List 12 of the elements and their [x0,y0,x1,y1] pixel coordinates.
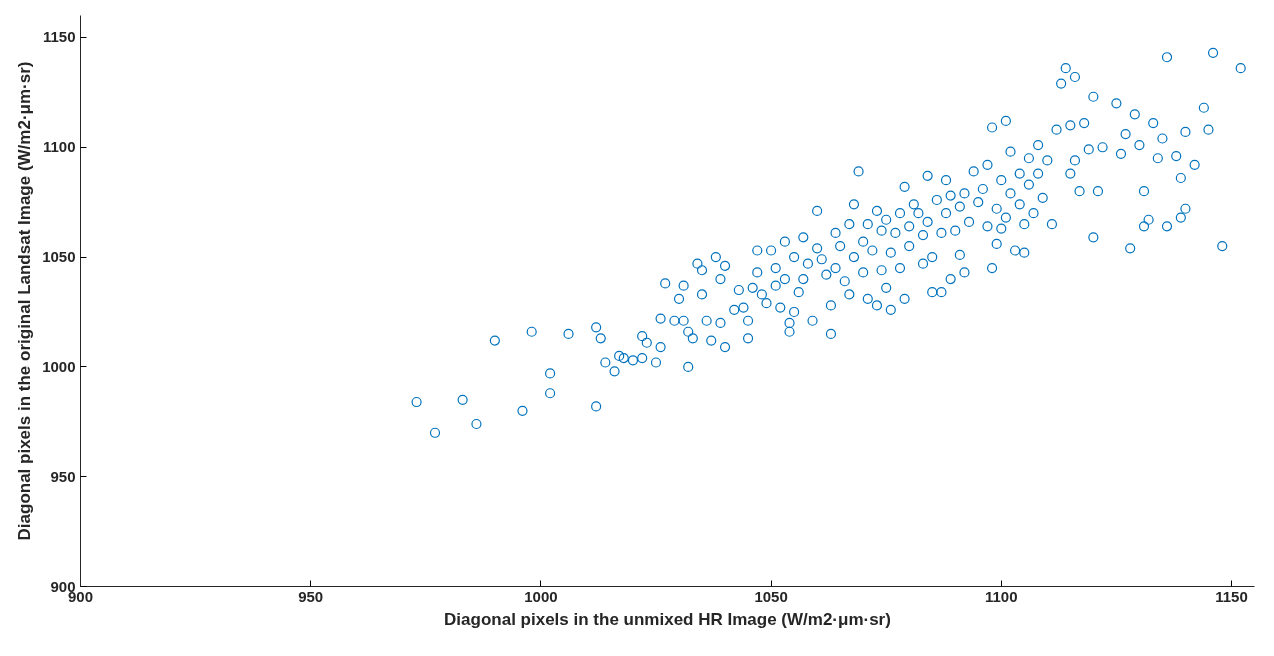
x-tick-label: 1000 [524,587,558,605]
x-tick-label: 1050 [754,587,788,605]
x-axis-title: Diagonal pixels in the unmixed HR Image (W/m2·μm·sr) [444,609,891,629]
y-tick-label: 1050 [42,248,76,266]
y-tick-label: 1150 [42,28,76,46]
x-tick-label: 950 [298,587,324,605]
x-tick-label: 1150 [1215,587,1248,605]
y-tick-label: 950 [50,467,76,485]
x-tick-label: 1100 [985,587,1018,605]
y-axis-title: Diagonal pixels in the original Landsat Image (W/m2·μm·sr) [15,61,35,541]
y-tick-label: 1000 [42,357,76,375]
y-tick-label: 1100 [42,138,76,156]
